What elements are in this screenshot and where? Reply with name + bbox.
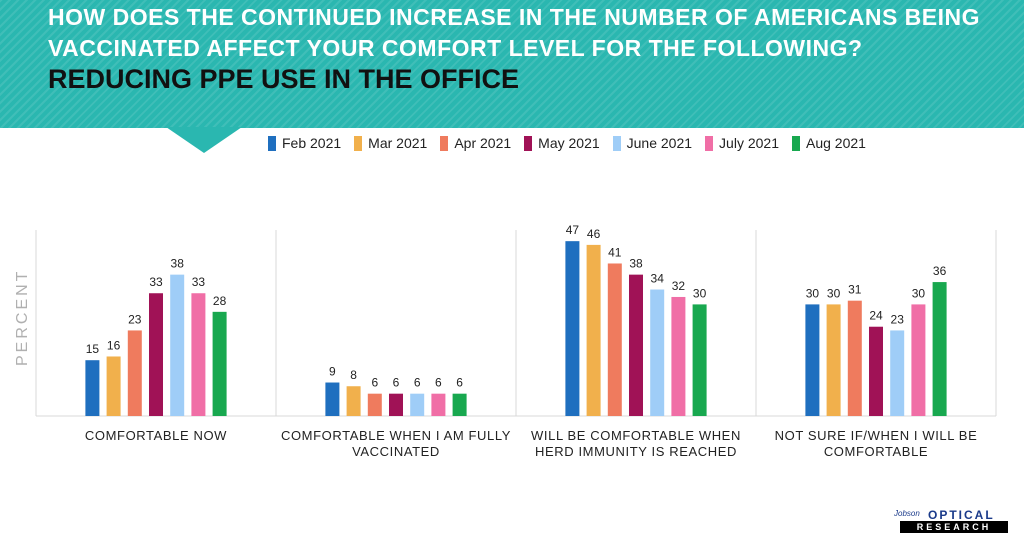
bar — [629, 274, 643, 416]
category-label-line: HERD IMMUNITY IS REACHED — [535, 444, 737, 459]
bar — [149, 293, 163, 416]
data-label: 23 — [128, 312, 142, 326]
data-label: 33 — [192, 275, 206, 289]
category-label-line: WILL BE COMFORTABLE WHEN — [531, 428, 741, 443]
data-label: 8 — [350, 368, 357, 382]
data-label: 30 — [806, 286, 820, 300]
category-label-line: COMFORTABLE NOW — [84, 428, 228, 443]
bar — [847, 300, 862, 416]
bar — [890, 330, 905, 416]
legend-label: Feb 2021 — [282, 135, 342, 151]
data-label: 9 — [329, 365, 336, 379]
data-label: 16 — [107, 338, 121, 352]
chart-subtitle: REDUCING PPE USE IN THE OFFICE — [48, 64, 520, 94]
logo-word-research: RESEARCH — [900, 521, 1008, 533]
legend-swatch — [612, 135, 621, 151]
data-label: 41 — [608, 245, 622, 259]
legend-label: Apr 2021 — [454, 135, 512, 151]
bar — [127, 330, 142, 416]
legend-label: May 2021 — [538, 135, 600, 151]
legend-item: June 2021 — [612, 135, 693, 151]
legend-label: Mar 2021 — [368, 135, 428, 151]
bar — [367, 393, 382, 416]
data-label: 6 — [456, 376, 463, 390]
header-banner: HOW DOES THE CONTINUED INCREASE IN THE N… — [0, 0, 1024, 128]
category-label: NOT SURE IF/WHEN I WILL BE COMFORTABLE — [756, 428, 996, 460]
data-label: 31 — [848, 283, 862, 297]
legend-item: Feb 2021 — [268, 135, 341, 151]
data-label: 23 — [891, 312, 905, 326]
bar — [431, 393, 446, 416]
bar — [565, 241, 580, 416]
optical-research-logo: Jobson OPTICAL RESEARCH — [890, 508, 1008, 533]
legend-swatch — [791, 135, 800, 151]
bar — [170, 274, 185, 416]
data-label: 33 — [149, 275, 163, 289]
data-label: 30 — [693, 286, 707, 300]
category-label-line: COMFORTABLE WHEN I AM FULLY — [280, 428, 511, 443]
legend-swatch — [705, 135, 714, 151]
bar — [932, 282, 947, 416]
bar — [191, 293, 206, 416]
data-label: 32 — [672, 279, 686, 293]
data-label: 38 — [629, 257, 643, 271]
data-label: 38 — [171, 257, 185, 271]
bar — [692, 304, 707, 416]
data-label: 46 — [587, 227, 601, 241]
legend-item: Aug 2021 — [791, 135, 866, 151]
bar — [586, 244, 601, 416]
bar — [389, 393, 403, 416]
question-line-1: HOW DOES THE CONTINUED INCREASE IN THE N… — [48, 4, 981, 30]
bar — [325, 382, 340, 416]
legend-item: May 2021 — [524, 135, 600, 151]
bar — [346, 386, 361, 416]
category-label-line: NOT SURE IF/WHEN I WILL BE — [774, 428, 978, 443]
data-label: 15 — [86, 342, 100, 356]
logo-script-text: Jobson — [894, 509, 920, 518]
category-label-line: COMFORTABLE — [823, 444, 929, 459]
bar — [452, 393, 467, 416]
legend-label: July 2021 — [719, 135, 779, 151]
bar — [826, 304, 841, 416]
data-label: 34 — [651, 272, 665, 286]
legend-item: Apr 2021 — [440, 135, 511, 151]
bar — [212, 311, 227, 416]
data-label: 24 — [869, 309, 883, 323]
data-label: 6 — [371, 376, 378, 390]
legend-label: Aug 2021 — [805, 135, 866, 151]
bar — [911, 304, 926, 416]
legend-item: Mar 2021 — [354, 135, 427, 151]
bar — [106, 356, 121, 416]
data-label: 30 — [827, 286, 841, 300]
category-label: COMFORTABLE WHEN I AM FULLY VACCINATED — [276, 428, 516, 460]
bar — [805, 304, 820, 416]
data-label: 36 — [933, 264, 947, 278]
data-label: 30 — [912, 286, 926, 300]
legend-swatch — [524, 135, 533, 151]
category-label: COMFORTABLE NOW — [36, 428, 276, 444]
legend-swatch — [354, 135, 363, 151]
legend-label: June 2021 — [626, 135, 693, 151]
data-label: 28 — [213, 294, 227, 308]
bar — [869, 326, 883, 416]
chart-legend: Feb 2021 Mar 2021 Apr 2021 May 2021 June 202… — [268, 133, 879, 153]
data-label: 6 — [414, 376, 421, 390]
bar — [85, 360, 100, 416]
data-label: 47 — [566, 223, 580, 237]
question-line-2: VACCINATED AFFECT YOUR COMFORT LEVEL FOR… — [48, 35, 863, 61]
logo-word-optical: OPTICAL — [928, 508, 995, 522]
bar — [607, 263, 622, 416]
legend-swatch — [268, 135, 276, 151]
bar — [671, 296, 686, 416]
header-notch — [166, 127, 242, 153]
data-label: 6 — [435, 376, 442, 390]
category-label: WILL BE COMFORTABLE WHEN HERD IMMUNITY IS… — [516, 428, 756, 460]
legend-item: July 2021 — [705, 135, 779, 151]
legend-swatch — [440, 135, 449, 151]
data-label: 6 — [393, 376, 400, 390]
category-label-line: VACCINATED — [352, 444, 440, 459]
bar — [650, 289, 665, 416]
bar — [410, 393, 425, 416]
